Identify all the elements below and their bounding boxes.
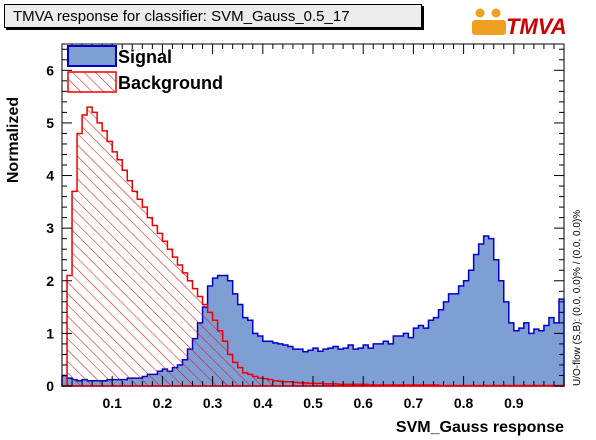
- axes: 0.1 0.2 0.3 0.4 0.5 0.6 0.7 0.8 0.9 0 1 2 3 4 5 6: [46, 44, 565, 411]
- x-tick-label: 0.9: [504, 395, 524, 411]
- legend-signal-label: Signal: [118, 47, 172, 67]
- x-axis-label: SVM_Gauss response: [396, 419, 564, 436]
- tmva-logo: TMVA: [472, 8, 567, 39]
- x-tick-label: 0.2: [153, 395, 173, 411]
- x-tick-label: 0.6: [353, 395, 373, 411]
- x-tick-label: 0.7: [404, 395, 424, 411]
- x-tick-label: 0.3: [203, 395, 223, 411]
- background-histogram: [62, 106, 565, 387]
- y-tick-label: 1: [46, 325, 54, 341]
- chart-title: TMVA response for classifier: SVM_Gauss_…: [13, 8, 350, 25]
- x-tick-label: 0.5: [303, 395, 323, 411]
- legend-background-label: Background: [118, 73, 223, 93]
- x-tick-label: 0.1: [102, 395, 122, 411]
- y-tick-label: 2: [46, 273, 54, 289]
- y-tick-label: 4: [46, 168, 54, 184]
- x-tick-label: 0.4: [253, 395, 273, 411]
- y-axis-label: Normalized: [5, 97, 22, 183]
- y-tick-label: 5: [46, 115, 54, 131]
- logo-text: TMVA: [506, 14, 567, 39]
- x-tick-label: 0.8: [454, 395, 474, 411]
- chart-title-box: TMVA response for classifier: SVM_Gauss_…: [4, 4, 422, 28]
- legend-background-swatch: [67, 71, 117, 93]
- legend: Signal Background: [67, 45, 223, 93]
- background-series: [62, 106, 565, 387]
- overflow-label: U/O-flow (S,B): (0.0, 0.0)% / (0.0, 0.0)…: [572, 210, 583, 386]
- y-tick-label: 3: [46, 220, 54, 236]
- legend-signal-swatch: [67, 45, 117, 67]
- y-tick-label: 0: [46, 378, 54, 394]
- y-tick-label: 6: [46, 62, 54, 78]
